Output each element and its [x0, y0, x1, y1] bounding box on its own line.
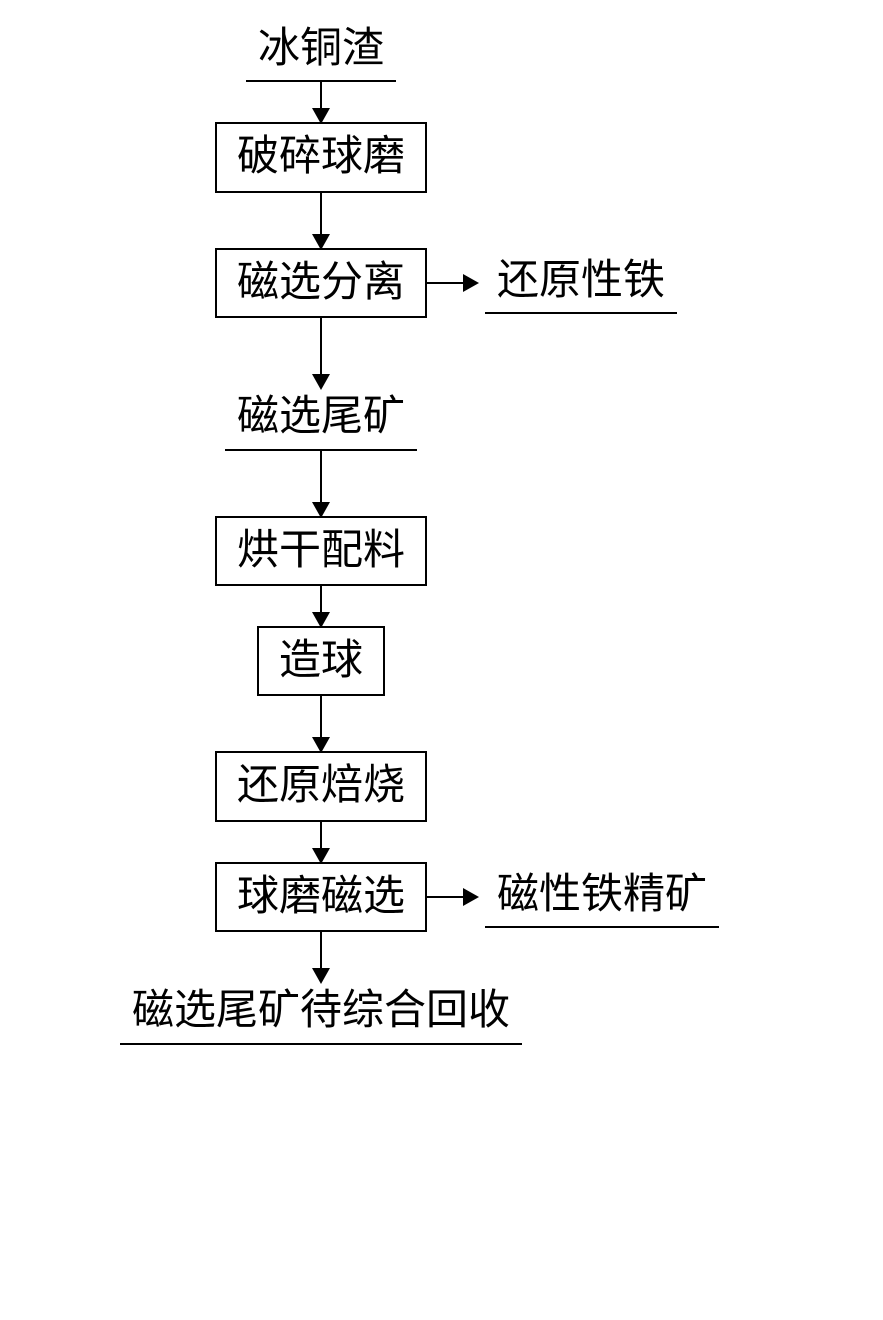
arrow-down-8 [320, 932, 322, 982]
arrow-down-3 [320, 318, 322, 388]
node-row-6: 造球 [257, 626, 385, 696]
node-row-5: 烘干配料 [215, 516, 427, 586]
arrow-down-1 [320, 82, 322, 122]
flowchart-container: 冰铜渣 破碎球磨 磁选分离 还原性铁 磁选尾矿 烘干配料 造球 还原焙烧 球磨磁… [120, 20, 522, 1045]
node-reduced-iron: 还原性铁 [485, 252, 677, 314]
node-final-tailings: 磁选尾矿待综合回收 [120, 982, 522, 1044]
arrow-right-1 [427, 282, 477, 284]
arrow-down-7 [320, 822, 322, 862]
node-row-8: 球磨磁选 磁性铁精矿 [215, 862, 427, 932]
node-reduction-roasting: 还原焙烧 [215, 751, 427, 821]
side-output-1: 还原性铁 [427, 252, 677, 314]
node-drying-batching: 烘干配料 [215, 516, 427, 586]
node-start: 冰铜渣 [246, 20, 396, 82]
node-pelletizing: 造球 [257, 626, 385, 696]
node-row-2: 破碎球磨 [215, 122, 427, 192]
node-row-7: 还原焙烧 [215, 751, 427, 821]
node-ball-mill-magnetic: 球磨磁选 [215, 862, 427, 932]
node-row-3: 磁选分离 还原性铁 [215, 248, 427, 318]
node-magnetic-tailings: 磁选尾矿 [225, 388, 417, 450]
arrow-down-2 [320, 193, 322, 248]
node-row-4: 磁选尾矿 [225, 388, 417, 450]
arrow-down-5 [320, 586, 322, 626]
node-crushing: 破碎球磨 [215, 122, 427, 192]
arrow-down-6 [320, 696, 322, 751]
node-magnetic-iron-concentrate: 磁性铁精矿 [485, 866, 719, 928]
node-row-1: 冰铜渣 [246, 20, 396, 82]
arrow-right-2 [427, 896, 477, 898]
node-row-9: 磁选尾矿待综合回收 [120, 982, 522, 1044]
side-output-2: 磁性铁精矿 [427, 866, 719, 928]
node-magnetic-separation: 磁选分离 [215, 248, 427, 318]
arrow-down-4 [320, 451, 322, 516]
